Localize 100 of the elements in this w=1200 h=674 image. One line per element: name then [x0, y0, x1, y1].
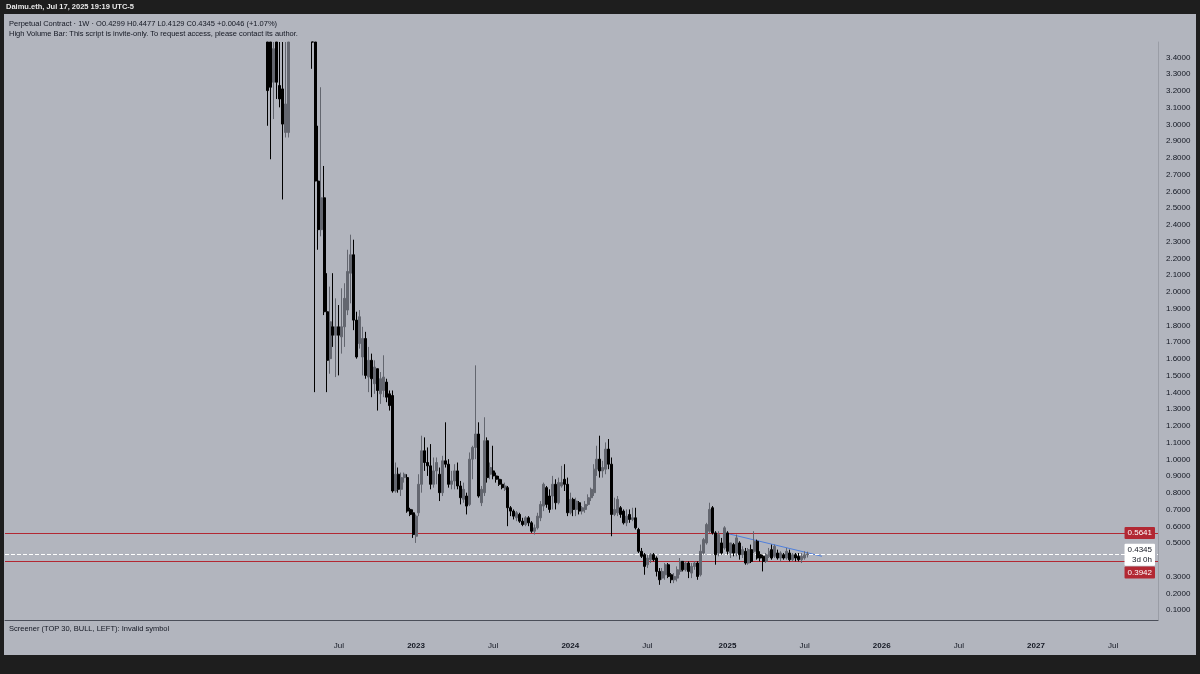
y-tick-label: 1.4000 — [1166, 387, 1192, 397]
x-tick-label: Jul — [799, 640, 810, 650]
candlestick — [646, 554, 649, 569]
candlestick — [423, 436, 426, 472]
y-tick-label: 2.4000 — [1166, 220, 1192, 230]
candlestick — [598, 435, 601, 479]
candlestick — [762, 554, 765, 572]
x-tick-label: 2026 — [872, 640, 892, 650]
candlestick — [320, 86, 323, 237]
candlestick — [785, 547, 788, 561]
y-tick-label: 1.1000 — [1166, 437, 1192, 447]
candlestick — [750, 544, 753, 564]
candlestick — [551, 475, 554, 510]
candlestick — [515, 510, 518, 522]
candlestick — [504, 482, 507, 492]
candlestick — [732, 542, 735, 557]
candlestick — [773, 544, 776, 559]
y-tick-label: 2.9000 — [1166, 136, 1192, 146]
candlestick — [643, 552, 646, 576]
x-tick-label: 2024 — [561, 640, 580, 650]
y-tick-label: 0.7000 — [1166, 504, 1192, 514]
candlestick — [604, 441, 607, 475]
y-tick-label: 2.2000 — [1166, 253, 1192, 263]
candlestick — [314, 41, 317, 393]
candlestick — [281, 41, 284, 200]
candlestick — [394, 462, 397, 494]
candlestick — [661, 567, 664, 581]
candlestick — [791, 552, 794, 562]
candlestick — [782, 552, 785, 561]
candlestick — [284, 41, 287, 138]
ref-line-label: 0.5641 — [1127, 528, 1153, 538]
candlestick — [613, 497, 616, 517]
candlestick — [756, 539, 759, 561]
candlestick — [438, 467, 441, 502]
y-tick-label: 1.3000 — [1166, 404, 1192, 414]
y-tick-label: 1.8000 — [1166, 320, 1192, 330]
candlestick — [581, 505, 584, 515]
candlestick — [667, 562, 670, 579]
candlestick — [616, 495, 619, 517]
y-tick-label: 0.6000 — [1166, 521, 1192, 531]
candlestick — [687, 560, 690, 579]
candlestick — [723, 525, 726, 551]
candlestick — [498, 475, 501, 487]
candlestick — [429, 443, 432, 490]
x-tick-label: 2025 — [718, 640, 737, 650]
candlestick — [269, 41, 272, 160]
y-tick-label: 0.8000 — [1166, 488, 1192, 498]
candlestick — [554, 478, 557, 510]
y-tick-label: 1.9000 — [1166, 303, 1192, 313]
x-tick-label: Jul — [488, 640, 499, 650]
y-tick-label: 2.5000 — [1166, 203, 1192, 213]
y-tick-label: 0.5000 — [1166, 538, 1192, 548]
candlestick — [340, 287, 343, 355]
candlestick — [803, 550, 806, 561]
candlestick — [334, 297, 337, 378]
candlestick — [441, 455, 444, 497]
candlestick — [337, 304, 340, 376]
candlestick — [696, 560, 699, 581]
candlestick — [720, 537, 723, 556]
x-tick-label: 2027 — [1027, 640, 1046, 650]
candlestick — [370, 353, 373, 398]
y-tick-label: 2.3000 — [1166, 236, 1192, 246]
candlestick — [797, 552, 800, 562]
candlestick — [521, 517, 524, 527]
candlestick — [649, 552, 652, 564]
y-tick-label: 1.5000 — [1166, 370, 1192, 380]
candlestick — [397, 467, 400, 494]
candlestick — [729, 542, 732, 559]
y-tick-label: 2.6000 — [1166, 186, 1192, 196]
y-tick-label: 3.4000 — [1166, 52, 1192, 62]
candlestick — [406, 473, 409, 514]
candlestick — [765, 552, 768, 564]
candlestick — [726, 530, 729, 556]
candlestick — [465, 492, 468, 515]
y-tick-label: 1.2000 — [1166, 421, 1192, 431]
candlestick — [545, 485, 548, 509]
y-tick-label: 2.1000 — [1166, 270, 1192, 280]
candlestick — [435, 456, 438, 485]
candlestick — [287, 41, 290, 138]
candlestick — [747, 547, 750, 566]
candlestick — [800, 552, 803, 564]
candlestick — [364, 331, 367, 380]
x-tick-label: Jul — [1107, 640, 1119, 650]
candlestick — [625, 508, 628, 527]
candlestick — [453, 463, 456, 490]
x-tick-label: Jul — [953, 640, 965, 650]
candlestick — [572, 497, 575, 517]
candlestick — [432, 456, 435, 489]
y-tick-label: 3.2000 — [1166, 86, 1192, 96]
y-tick-label: 0.1000 — [1166, 605, 1192, 615]
ref-line-label: 0.4345 3d 0h — [1127, 545, 1153, 565]
candlestick — [788, 549, 791, 562]
candlestick — [548, 488, 551, 514]
candlestick — [462, 482, 465, 504]
candlestick — [486, 436, 489, 484]
y-tick-label: 0.3000 — [1166, 571, 1192, 581]
x-tick-label: Jul — [642, 640, 653, 650]
y-tick-label: 3.3000 — [1166, 69, 1192, 79]
y-tick-label: 0.2000 — [1166, 588, 1192, 598]
candlestick — [412, 508, 415, 539]
